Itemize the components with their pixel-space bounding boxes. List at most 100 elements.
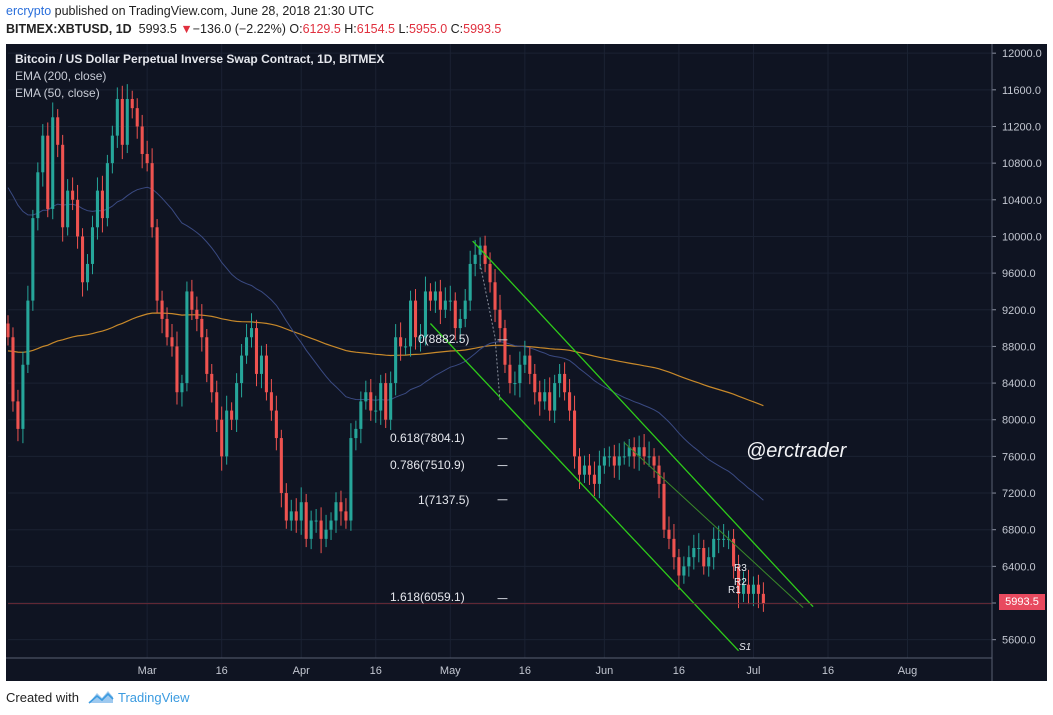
- candle-body: [344, 511, 348, 521]
- candle-body: [36, 172, 40, 219]
- candle-body: [90, 227, 95, 264]
- symbol-label: BITMEX:XBTUSD, 1D: [6, 22, 132, 36]
- candle-body: [573, 410, 577, 457]
- candle-body: [428, 291, 432, 301]
- candle-body: [170, 337, 174, 347]
- candle-body: [76, 199, 80, 237]
- candle-body: [364, 392, 368, 402]
- candle-body: [46, 135, 50, 209]
- candle-body: [165, 318, 169, 338]
- candle-body: [220, 419, 224, 457]
- candle-body: [235, 383, 239, 420]
- candle-body: [642, 447, 646, 457]
- y-tick-label: 5600.0: [1002, 635, 1036, 647]
- candle-body: [16, 401, 20, 429]
- candle-body: [369, 392, 373, 411]
- y-tick-label: 7600.0: [1002, 451, 1036, 463]
- candle-body: [413, 300, 418, 338]
- tradingview-link[interactable]: TradingView: [118, 690, 190, 705]
- candle-body: [508, 364, 512, 384]
- candle-body: [528, 355, 532, 374]
- candle-body: [662, 483, 666, 530]
- candle-body: [468, 263, 472, 301]
- candle-body: [354, 428, 358, 439]
- candle-body: [56, 117, 60, 145]
- candle-body: [737, 566, 741, 594]
- candle-body: [707, 557, 711, 567]
- channel-lower-line: [429, 323, 740, 652]
- candle-body: [732, 538, 736, 567]
- fib-level-1: 1(7137.5): [418, 493, 470, 507]
- candle-body: [175, 346, 179, 393]
- candle-body: [677, 557, 681, 576]
- candle-body: [761, 593, 765, 604]
- x-tick-label: Jul: [746, 665, 760, 677]
- tradingview-logo-icon[interactable]: [88, 688, 114, 711]
- candle-body: [100, 190, 104, 219]
- low-value: 5955.0: [408, 22, 448, 36]
- y-tick-label: 10800.0: [1002, 158, 1042, 170]
- y-tick-label: 6400.0: [1002, 561, 1036, 573]
- publish-header: ercrypto published on TradingView.com, J…: [0, 0, 1053, 40]
- candle-body: [503, 328, 507, 365]
- candle-body: [722, 538, 726, 540]
- ema200-legend[interactable]: EMA (200, close): [15, 69, 107, 83]
- author-link[interactable]: ercrypto: [6, 4, 52, 18]
- close-label: C:: [450, 22, 464, 36]
- candle-body: [304, 502, 308, 539]
- candle-body: [339, 502, 343, 512]
- candle-body: [249, 328, 254, 338]
- candle-body: [359, 401, 363, 429]
- candle-body: [682, 566, 686, 576]
- candle-body: [513, 383, 517, 385]
- candle-body: [41, 135, 45, 173]
- candle-body: [617, 456, 621, 466]
- candle-body: [702, 548, 706, 567]
- candle-body: [622, 456, 626, 458]
- price-chart[interactable]: 12000.0 11600.0 11200.0 10800.0 10400.0 10000…: [6, 44, 1047, 681]
- price-change: −136.0 (−2.22%): [192, 22, 286, 36]
- symbol-info: BITMEX:XBTUSD, 1D 5993.5 ▼−136.0 (−2.22%…: [6, 22, 501, 36]
- published-text: published on TradingView.com, June 28, 2…: [51, 4, 375, 18]
- candle-body: [155, 227, 159, 301]
- candle-body: [409, 300, 413, 347]
- candle-body: [61, 144, 65, 228]
- candle-body: [692, 548, 696, 558]
- candle-body: [384, 383, 388, 420]
- candle-body: [105, 163, 109, 219]
- candle-body: [140, 126, 144, 154]
- candle-body: [26, 300, 30, 365]
- fib-level-1618: 1.618(6059.1): [390, 590, 465, 604]
- candle-body: [667, 529, 671, 539]
- candle-body: [672, 538, 676, 558]
- low-label: L:: [398, 22, 409, 36]
- publish-info: ercrypto published on TradingView.com, J…: [6, 4, 374, 18]
- median-line: [623, 442, 804, 608]
- candle-body: [200, 318, 204, 338]
- last-price: 5993.5: [138, 22, 177, 36]
- candle-body: [349, 438, 353, 521]
- candle-body: [597, 465, 601, 484]
- candle-body: [190, 291, 194, 310]
- candle-body: [125, 98, 129, 145]
- candle-body: [289, 511, 293, 521]
- x-tick-label: 16: [216, 665, 228, 677]
- candle-body: [324, 529, 328, 539]
- candle-body: [195, 309, 199, 319]
- candle-body: [95, 190, 99, 228]
- ema50-legend[interactable]: EMA (50, close): [15, 86, 100, 100]
- x-tick-label: 16: [673, 665, 685, 677]
- candle-body: [230, 410, 234, 420]
- candle-body: [563, 373, 567, 393]
- candle-body: [160, 300, 164, 319]
- chart-canvas[interactable]: 12000.0 11600.0 11200.0 10800.0 10400.0 10000…: [6, 44, 1047, 681]
- y-tick-label: 9600.0: [1002, 268, 1036, 280]
- candle-body: [448, 300, 452, 302]
- candle-body: [85, 263, 90, 283]
- candle-body: [458, 318, 462, 329]
- candle-body: [488, 263, 492, 283]
- ema50-line: [7, 186, 764, 501]
- down-arrow-icon: ▼: [180, 22, 193, 36]
- candle-body: [627, 447, 631, 457]
- created-with-text: Created with: [6, 690, 79, 705]
